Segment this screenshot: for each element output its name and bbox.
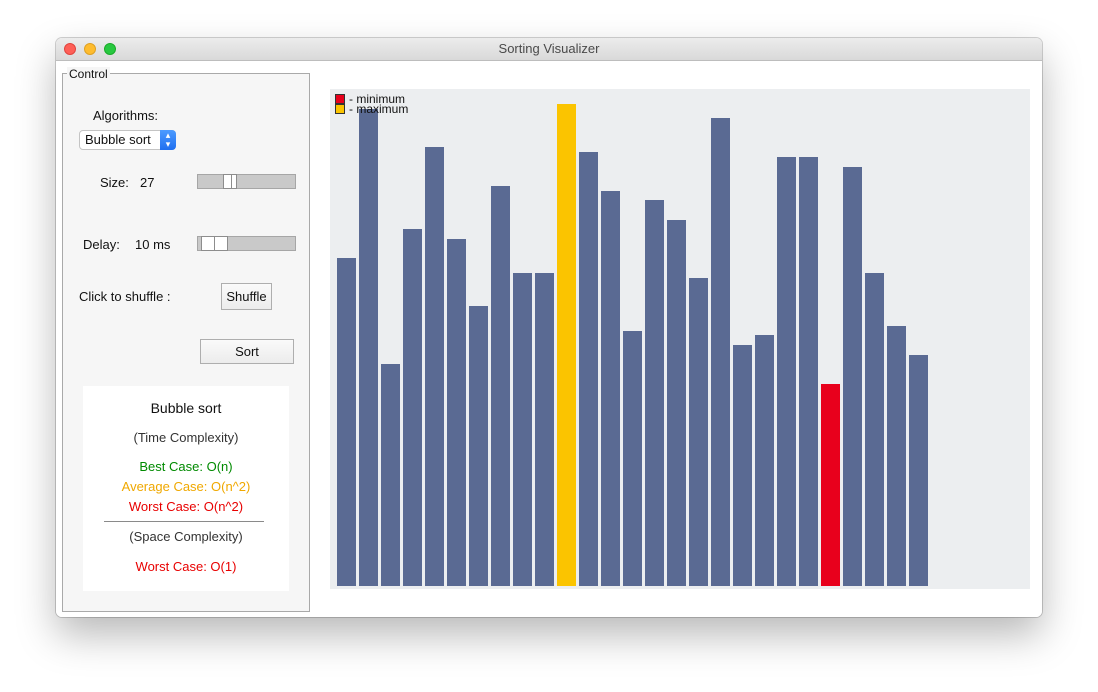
space-worst-case-text: Worst Case: O(1) xyxy=(135,559,237,574)
chart-bar xyxy=(557,104,576,586)
info-algorithm-name: Bubble sort xyxy=(150,400,222,416)
control-panel-legend: Control xyxy=(67,67,110,81)
chart-bar xyxy=(711,118,730,586)
chart-bar xyxy=(865,273,884,586)
info-divider xyxy=(104,521,264,522)
chart-bar xyxy=(887,326,906,586)
chart-bar xyxy=(733,345,752,586)
worst-case-text: Worst Case: O(n^2) xyxy=(128,499,244,514)
chevron-updown-icon: ▴ ▾ xyxy=(160,130,176,150)
window-title: Sorting Visualizer xyxy=(498,41,600,56)
title-bar: Sorting Visualizer xyxy=(56,38,1042,61)
chart-bar xyxy=(909,355,928,586)
algorithm-select-value: Bubble sort xyxy=(85,132,151,147)
control-panel: Control Algorithms: Bubble sort ▴ ▾ Size:… xyxy=(62,67,310,612)
legend-maximum-label: - maximum xyxy=(349,102,409,116)
chart-bar xyxy=(755,335,774,586)
algorithms-label: Algorithms: xyxy=(93,108,159,123)
chart-bar xyxy=(535,273,554,586)
chart-bar xyxy=(469,306,488,586)
sort-button[interactable]: Sort xyxy=(200,339,294,364)
delay-value: 10 ms xyxy=(135,237,171,252)
delay-slider[interactable] xyxy=(197,236,296,251)
space-complexity-header: (Space Complexity) xyxy=(129,529,243,544)
average-case-text: Average Case: O(n^2) xyxy=(121,479,251,494)
chart-bar xyxy=(403,229,422,586)
legend-minimum-label: - minimum xyxy=(349,92,405,106)
time-complexity-header: (Time Complexity) xyxy=(133,430,239,445)
app-window: Sorting Visualizer Control Algorithms: B… xyxy=(56,38,1042,617)
chart-bar xyxy=(447,239,466,586)
maximize-window-button[interactable] xyxy=(104,43,116,55)
size-value: 27 xyxy=(140,175,155,190)
minimize-window-button[interactable] xyxy=(84,43,96,55)
chart-bar xyxy=(645,200,664,586)
shuffle-label: Click to shuffle : xyxy=(79,289,171,304)
close-window-button[interactable] xyxy=(64,43,76,55)
chart-bar xyxy=(359,109,378,586)
chart-bar xyxy=(821,384,840,586)
chart-bar xyxy=(337,258,356,586)
delay-slider-thumb[interactable] xyxy=(201,236,215,251)
chart-bar xyxy=(425,147,444,586)
algorithm-select[interactable]: Bubble sort ▴ ▾ xyxy=(79,130,176,150)
size-slider[interactable] xyxy=(197,174,296,189)
complexity-info-panel: Bubble sort (Time Complexity) Best Case:… xyxy=(83,386,289,591)
delay-label: Delay: xyxy=(83,237,120,252)
chart-bar xyxy=(623,331,642,586)
shuffle-button[interactable]: Shuffle xyxy=(221,283,272,310)
chart-bar xyxy=(381,364,400,586)
size-label: Size: xyxy=(100,175,129,190)
chart-bar xyxy=(601,191,620,586)
size-slider-thumb-edge xyxy=(228,174,232,189)
chart-bar xyxy=(491,186,510,586)
window-content: Control Algorithms: Bubble sort ▴ ▾ Size:… xyxy=(56,61,1042,617)
chart-bar xyxy=(799,157,818,586)
delay-slider-thumb-edge xyxy=(214,236,228,251)
sorting-bar-chart: - minimum - maximum xyxy=(330,89,1030,589)
chart-bar xyxy=(579,152,598,586)
chart-bar xyxy=(667,220,686,586)
chart-bar xyxy=(777,157,796,586)
best-case-text: Best Case: O(n) xyxy=(139,459,233,474)
chart-bar xyxy=(689,278,708,586)
legend-minimum-swatch xyxy=(335,94,345,104)
legend-maximum-swatch xyxy=(335,104,345,114)
chart-bar xyxy=(843,167,862,586)
chart-bar xyxy=(513,273,532,586)
legend-maximum: - maximum xyxy=(335,102,409,116)
legend-minimum: - minimum xyxy=(335,92,405,106)
